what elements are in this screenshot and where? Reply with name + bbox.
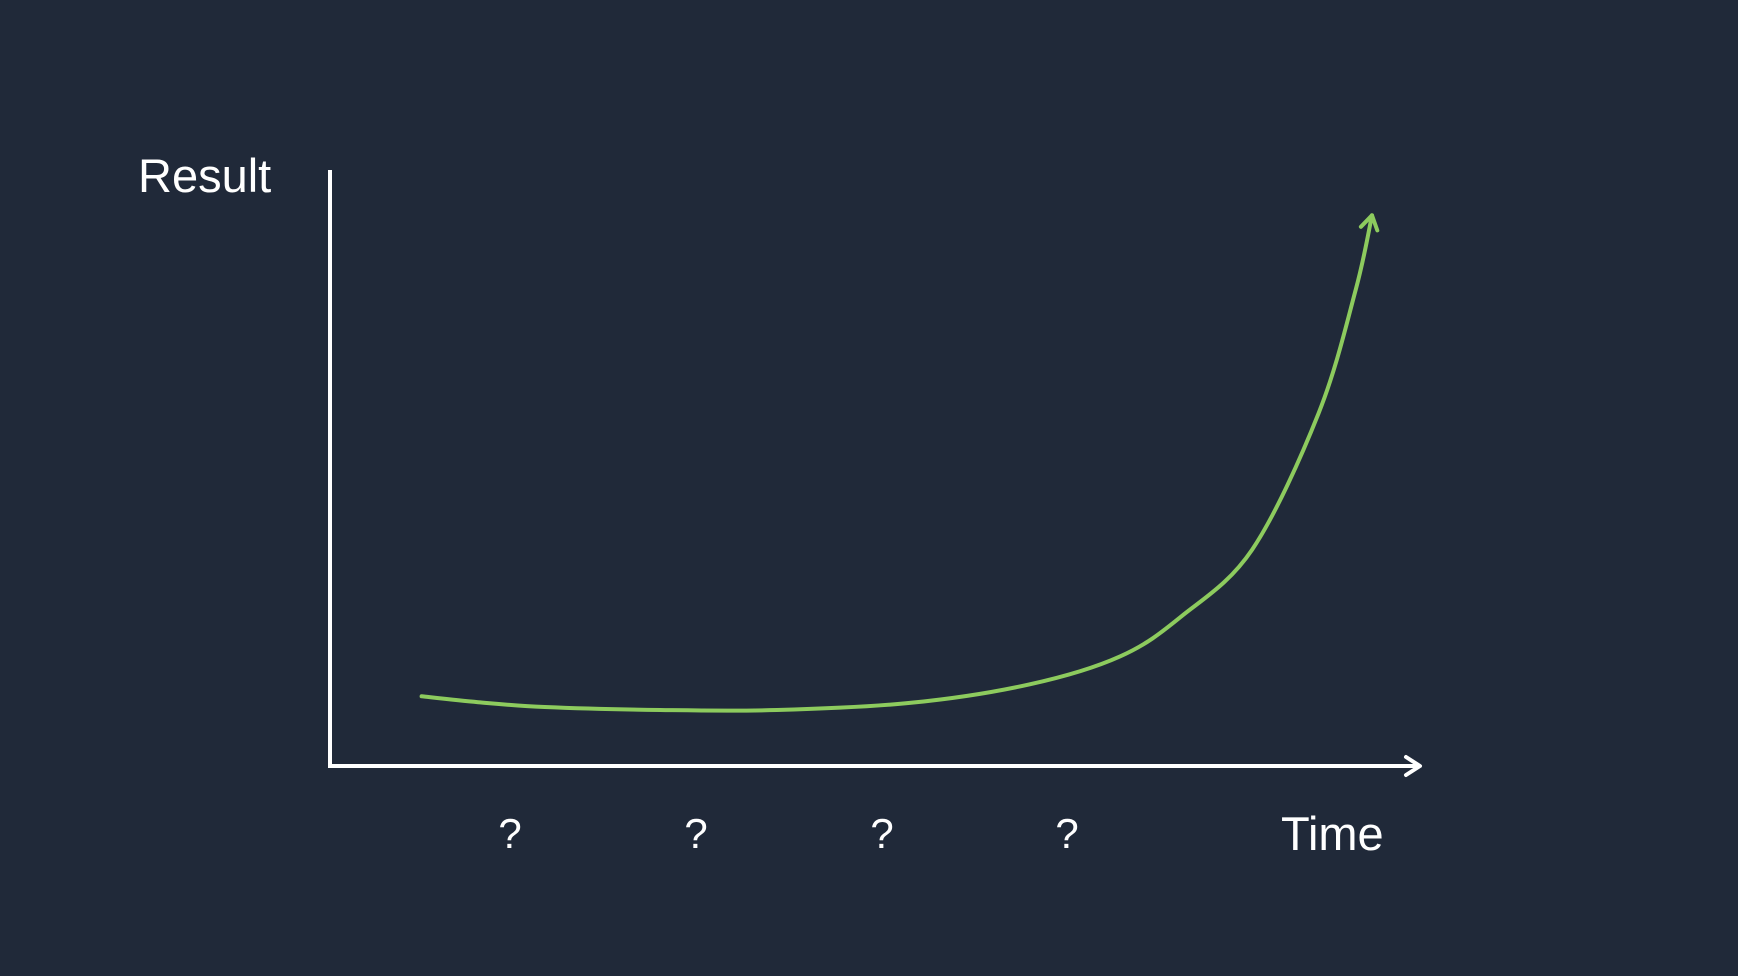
- x-tick-label: ?: [1055, 810, 1078, 857]
- x-axis-label: Time: [1281, 807, 1384, 860]
- x-tick-label: ?: [870, 810, 893, 857]
- axes: [328, 170, 1422, 777]
- series-line-0: [419, 213, 1374, 713]
- x-tick-label: ?: [684, 810, 707, 857]
- x-tick-labels: ????: [498, 810, 1078, 857]
- x-axis-arrow-icon: [1404, 755, 1422, 777]
- y-axis-label: Result: [138, 149, 271, 202]
- series-arrow-icon: [1358, 213, 1380, 233]
- x-tick-label: ?: [498, 810, 521, 857]
- series-layer: [419, 213, 1380, 713]
